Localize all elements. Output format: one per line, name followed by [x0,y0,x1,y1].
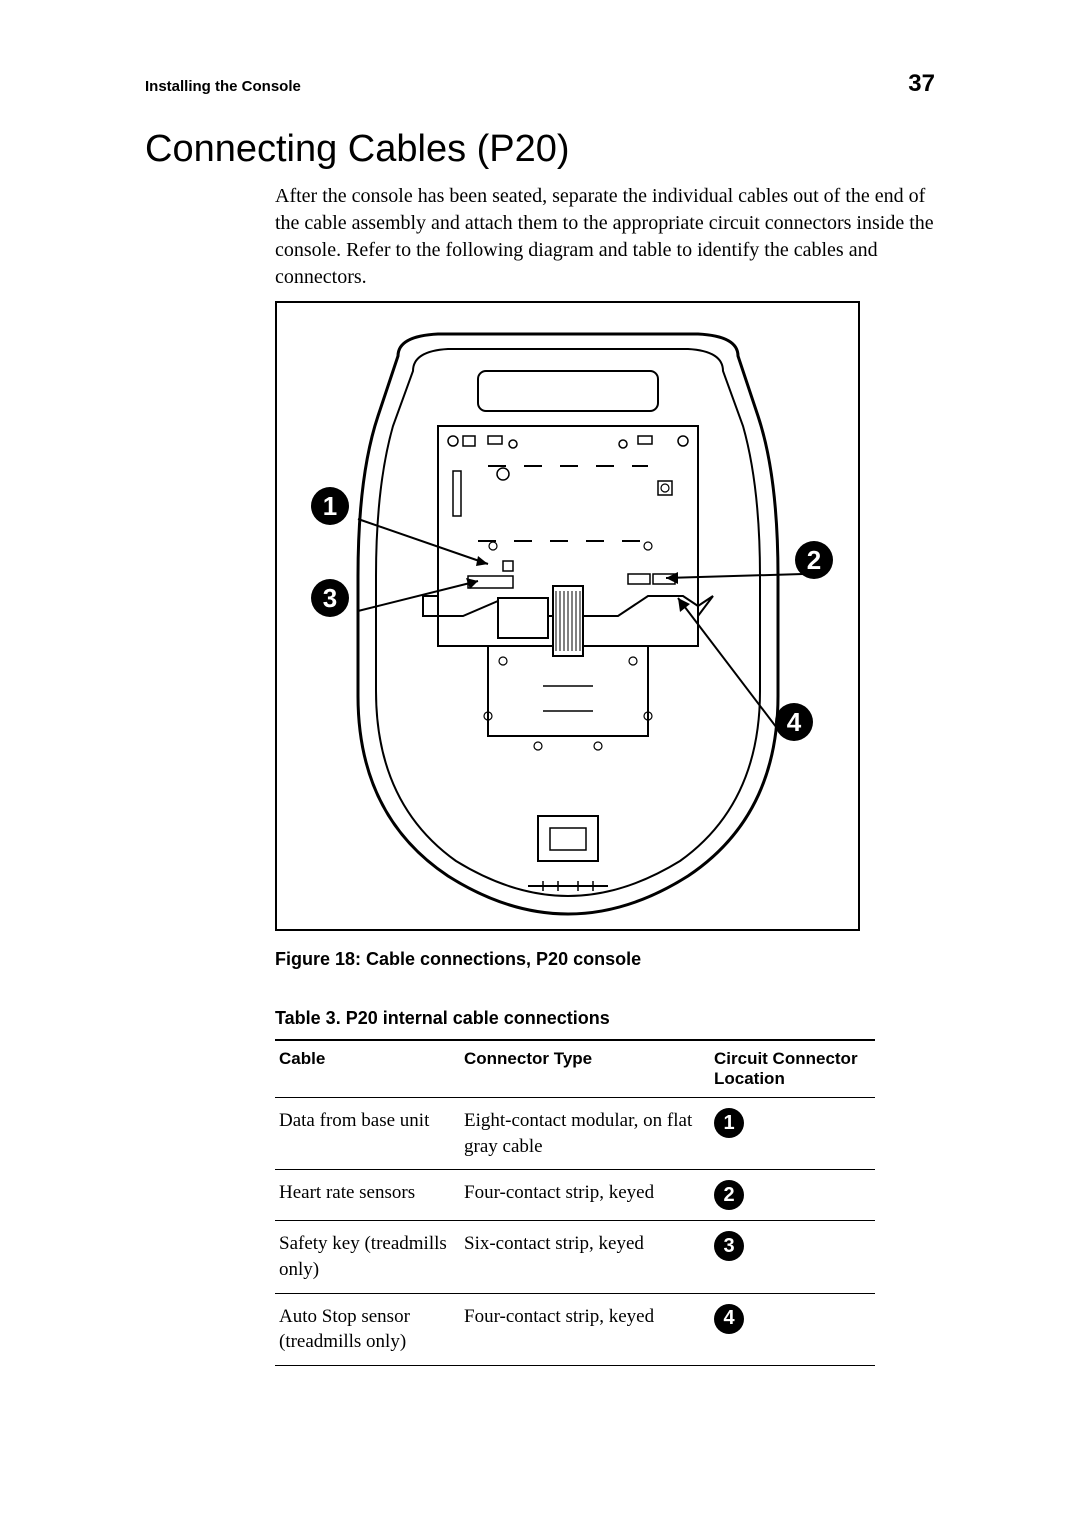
table-row: Safety key (treadmills only) Six-contact… [275,1221,875,1293]
figure-caption: Figure 18: Cable connections, P20 consol… [275,949,935,970]
cell-cable: Data from base unit [275,1098,460,1170]
cell-cable: Safety key (treadmills only) [275,1221,460,1293]
table-row: Heart rate sensors Four-contact strip, k… [275,1170,875,1221]
cell-loc: 2 [710,1170,875,1221]
loc-badge: 4 [714,1304,744,1334]
page-header: Installing the Console 37 [145,70,935,98]
cell-type: Eight-contact modular, on flat gray cabl… [460,1098,710,1170]
loc-badge: 1 [714,1108,744,1138]
col-cable-header: Cable [275,1040,460,1098]
connections-table: Cable Connector Type Circuit Connector L… [275,1039,875,1366]
table-caption: Table 3. P20 internal cable connections [275,1008,935,1029]
callout-badge-3: 3 [311,579,349,617]
cell-cable: Heart rate sensors [275,1170,460,1221]
cell-type: Six-contact strip, keyed [460,1221,710,1293]
col-type-header: Connector Type [460,1040,710,1098]
cell-loc: 4 [710,1293,875,1365]
page-title: Connecting Cables (P20) [145,128,935,171]
table-row: Data from base unit Eight-contact modula… [275,1098,875,1170]
content-block: After the console has been seated, separ… [275,183,935,1366]
loc-badge: 2 [714,1180,744,1210]
col-loc-header: Circuit Connector Location [710,1040,875,1098]
callout-badge-4: 4 [775,703,813,741]
page-number: 37 [908,70,935,98]
callout-badge-2: 2 [795,541,833,579]
cell-loc: 3 [710,1221,875,1293]
table-header-row: Cable Connector Type Circuit Connector L… [275,1040,875,1098]
cell-type: Four-contact strip, keyed [460,1170,710,1221]
console-diagram-svg [288,316,848,916]
loc-badge: 3 [714,1231,744,1261]
cell-type: Four-contact strip, keyed [460,1293,710,1365]
cell-cable: Auto Stop sensor (treadmills only) [275,1293,460,1365]
section-label: Installing the Console [145,78,301,95]
intro-paragraph: After the console has been seated, separ… [275,183,935,291]
cell-loc: 1 [710,1098,875,1170]
figure-diagram: 1 2 3 4 [275,301,860,931]
callout-badge-1: 1 [311,487,349,525]
table-row: Auto Stop sensor (treadmills only) Four-… [275,1293,875,1365]
